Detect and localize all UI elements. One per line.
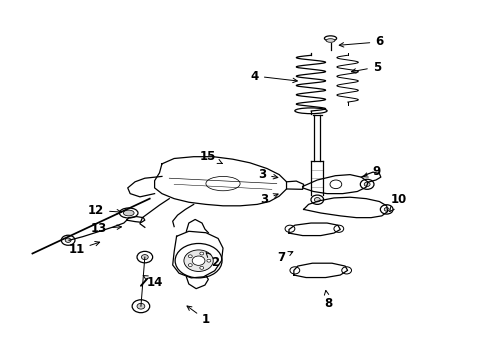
Circle shape xyxy=(360,179,374,189)
Text: 8: 8 xyxy=(324,291,332,310)
Text: 12: 12 xyxy=(88,204,122,217)
Circle shape xyxy=(380,205,393,214)
Circle shape xyxy=(175,243,222,278)
Circle shape xyxy=(207,259,211,262)
Text: 6: 6 xyxy=(339,35,384,49)
Circle shape xyxy=(142,255,148,260)
Text: 1: 1 xyxy=(187,306,210,327)
Text: 3: 3 xyxy=(258,168,278,181)
Circle shape xyxy=(188,264,192,266)
Text: 13: 13 xyxy=(90,222,122,235)
Circle shape xyxy=(311,195,324,204)
Ellipse shape xyxy=(206,176,240,191)
Text: 4: 4 xyxy=(251,69,297,83)
Text: 3: 3 xyxy=(261,193,278,206)
Circle shape xyxy=(137,303,145,309)
Text: 15: 15 xyxy=(200,150,222,163)
Circle shape xyxy=(342,267,351,274)
Ellipse shape xyxy=(123,210,134,216)
Circle shape xyxy=(364,182,370,186)
Ellipse shape xyxy=(326,39,335,42)
Circle shape xyxy=(65,238,71,242)
Circle shape xyxy=(184,250,213,271)
Text: 9: 9 xyxy=(364,165,381,177)
Text: 7: 7 xyxy=(277,251,293,264)
Ellipse shape xyxy=(324,36,337,41)
Circle shape xyxy=(61,235,75,245)
Text: 5: 5 xyxy=(351,60,381,73)
Text: 10: 10 xyxy=(390,193,407,212)
Circle shape xyxy=(192,256,205,265)
Ellipse shape xyxy=(120,208,138,218)
Circle shape xyxy=(285,225,295,232)
Text: 11: 11 xyxy=(68,242,99,256)
Circle shape xyxy=(200,266,204,269)
Ellipse shape xyxy=(295,108,327,114)
Circle shape xyxy=(132,300,150,313)
Circle shape xyxy=(384,208,389,211)
Text: 2: 2 xyxy=(206,253,220,269)
Circle shape xyxy=(200,252,204,255)
Circle shape xyxy=(188,255,192,258)
Circle shape xyxy=(330,180,342,189)
Text: 14: 14 xyxy=(143,275,163,289)
Circle shape xyxy=(137,251,153,263)
Circle shape xyxy=(290,267,300,274)
Circle shape xyxy=(334,225,343,232)
Circle shape xyxy=(315,198,320,202)
